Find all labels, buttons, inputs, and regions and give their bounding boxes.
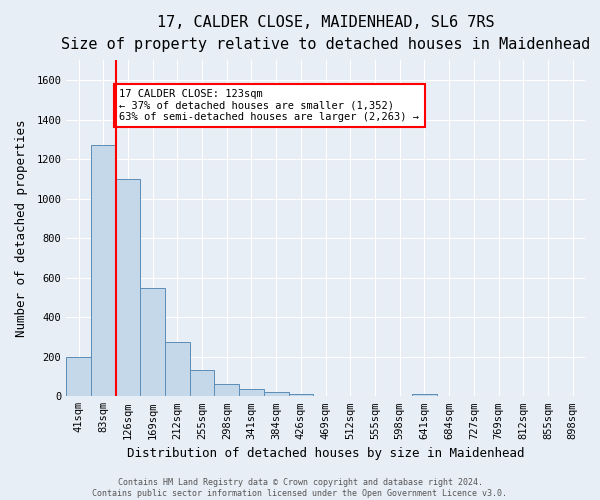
Bar [116, 179, 140, 396]
Bar [214, 384, 239, 396]
Bar [239, 390, 264, 396]
Bar [264, 392, 289, 396]
Bar [165, 342, 190, 396]
Bar [140, 288, 165, 397]
Bar [66, 358, 91, 397]
Bar [289, 394, 313, 396]
X-axis label: Distribution of detached houses by size in Maidenhead: Distribution of detached houses by size … [127, 447, 524, 460]
Title: 17, CALDER CLOSE, MAIDENHEAD, SL6 7RS
Size of property relative to detached hous: 17, CALDER CLOSE, MAIDENHEAD, SL6 7RS Si… [61, 15, 590, 52]
Y-axis label: Number of detached properties: Number of detached properties [15, 120, 28, 337]
Bar [190, 370, 214, 396]
Bar [412, 394, 437, 396]
Text: 17 CALDER CLOSE: 123sqm
← 37% of detached houses are smaller (1,352)
63% of semi: 17 CALDER CLOSE: 123sqm ← 37% of detache… [119, 89, 419, 122]
Bar [91, 146, 116, 396]
Text: Contains HM Land Registry data © Crown copyright and database right 2024.
Contai: Contains HM Land Registry data © Crown c… [92, 478, 508, 498]
